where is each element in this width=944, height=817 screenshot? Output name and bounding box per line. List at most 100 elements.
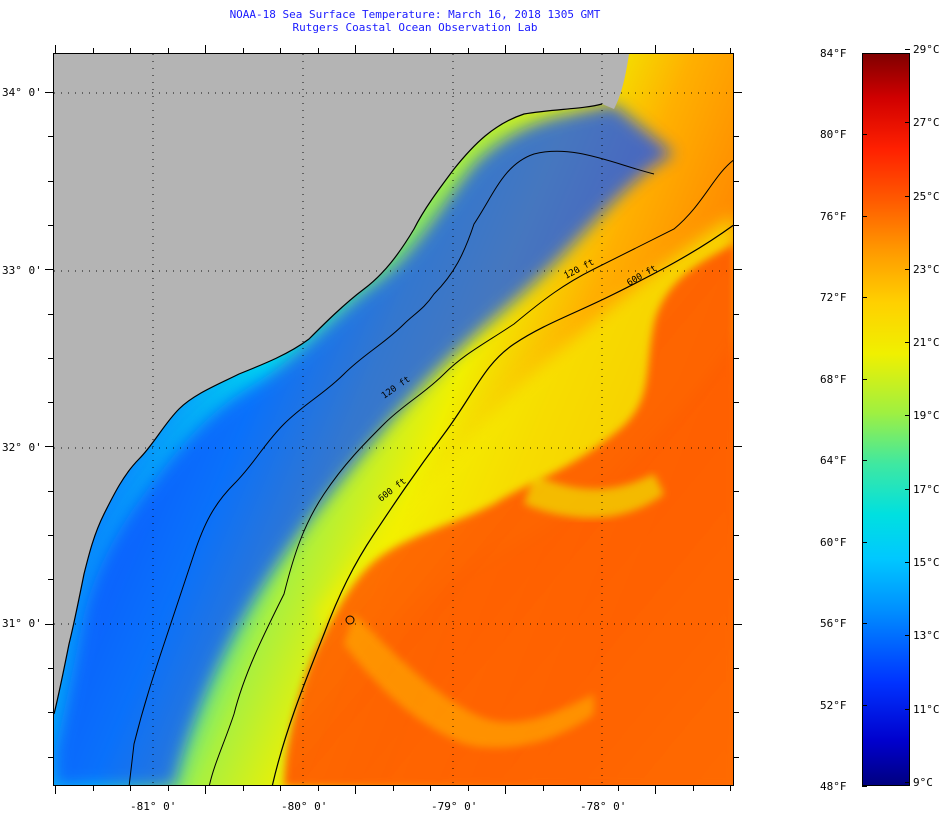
frame-tick — [505, 786, 506, 794]
frame-tick — [45, 92, 53, 93]
colorbar-label-f: 52°F — [820, 698, 847, 712]
land-strip — [602, 54, 629, 109]
frame-tick — [467, 48, 469, 53]
frame-tick — [45, 446, 53, 448]
frame-tick — [48, 224, 53, 226]
buoy-marker — [345, 615, 355, 625]
frame-tick — [617, 786, 619, 791]
colorbar-tick — [905, 342, 910, 344]
frame-tick — [505, 45, 506, 53]
colorbar-tick — [905, 708, 910, 710]
colorbar-label-f: 56°F — [820, 617, 847, 631]
map-title: NOAA-18 Sea Surface Temperature: March 1… — [229, 8, 601, 21]
frame-tick — [734, 579, 739, 581]
colorbar-tick — [905, 122, 910, 124]
colorbar-tick — [905, 781, 910, 783]
frame-tick — [734, 667, 739, 669]
frame-tick — [734, 313, 739, 315]
lat-label: 33° 0' — [2, 264, 42, 277]
frame-tick — [392, 786, 394, 791]
contour-120ft-inner — [128, 150, 655, 785]
frame-tick — [734, 446, 742, 448]
colorbar-tick — [905, 268, 910, 270]
colorbar-label-c: 13°C — [913, 629, 940, 643]
frame-tick — [45, 269, 53, 271]
colorbar-tick — [862, 786, 867, 787]
colorbar-tick — [905, 195, 910, 197]
colorbar-tick — [862, 297, 867, 299]
yellow-streak — [524, 474, 664, 518]
temperature-colorbar — [862, 53, 910, 786]
frame-tick — [45, 623, 53, 625]
frame-tick — [167, 48, 169, 53]
lat-label: 31° 0' — [2, 617, 42, 630]
colorbar-tick — [905, 635, 910, 637]
colorbar-label-f: 48°F — [820, 780, 847, 793]
frame-tick — [48, 712, 53, 714]
gulf-stream — [284, 244, 733, 785]
frame-tick — [48, 313, 53, 315]
colorbar-label-c: 15°C — [913, 556, 940, 570]
frame-tick — [655, 45, 656, 53]
colorbar-tick — [862, 704, 867, 706]
frame-tick — [734, 357, 739, 359]
colorbar-tick — [862, 460, 867, 462]
colorbar-tick — [905, 562, 910, 564]
frame-tick — [734, 136, 739, 138]
frame-tick — [167, 786, 169, 791]
frame-tick — [48, 756, 53, 758]
frame-tick — [55, 45, 56, 53]
frame-tick — [392, 48, 394, 53]
frame-tick — [655, 786, 656, 794]
frame-tick — [430, 48, 431, 53]
frame-tick — [317, 786, 319, 791]
coastline — [54, 103, 603, 715]
frame-tick — [48, 667, 53, 669]
colorbar-tick — [862, 378, 867, 380]
map-subtitle: Rutgers Coastal Ocean Observation Lab — [292, 21, 538, 34]
frame-tick — [280, 786, 281, 791]
frame-tick — [730, 48, 731, 53]
colorbar-label-c: 29°C — [913, 42, 940, 56]
lat-label: 32° 0' — [2, 441, 42, 454]
frame-tick — [55, 786, 56, 794]
frame-tick — [734, 535, 739, 536]
lat-label: 34° 0' — [2, 86, 42, 99]
frame-tick — [130, 786, 131, 791]
lon-label: -81° 0' — [130, 800, 177, 813]
colorbar-label-f: 60°F — [820, 535, 847, 549]
frame-tick — [355, 786, 356, 794]
frame-tick — [48, 490, 53, 492]
frame-tick — [48, 357, 53, 359]
contour-120ft-outer — [208, 159, 733, 785]
frame-tick — [317, 48, 319, 53]
frame-tick — [617, 48, 619, 53]
frame-tick — [692, 48, 694, 53]
colorbar-tick — [905, 415, 910, 417]
colorbar-tick — [862, 134, 867, 136]
colorbar-label-c: 11°C — [913, 702, 940, 716]
frame-tick — [48, 579, 53, 581]
frame-tick — [48, 136, 53, 138]
frame-tick — [205, 45, 206, 53]
frame-tick — [242, 48, 244, 53]
colorbar-tick — [862, 53, 867, 54]
colorbar-tick — [862, 215, 867, 217]
frame-tick — [734, 756, 739, 758]
colorbar-label-c: 27°C — [913, 116, 940, 130]
frame-tick — [355, 45, 356, 53]
frame-tick — [734, 224, 739, 226]
colorbar-label-f: 80°F — [820, 128, 847, 142]
frame-tick — [48, 402, 53, 404]
frame-tick — [734, 623, 742, 625]
colorbar-label-c: 9°C — [913, 775, 933, 789]
colorbar-label-f: 76°F — [820, 209, 847, 223]
colorbar-label-f: 84°F — [820, 47, 847, 60]
frame-tick — [734, 402, 739, 404]
colorbar-label-c: 23°C — [913, 262, 940, 276]
colorbar-label-c: 17°C — [913, 482, 940, 496]
frame-tick — [734, 92, 742, 93]
frame-tick — [692, 786, 694, 791]
frame-tick — [730, 786, 731, 791]
lon-label: -78° 0' — [580, 800, 627, 813]
